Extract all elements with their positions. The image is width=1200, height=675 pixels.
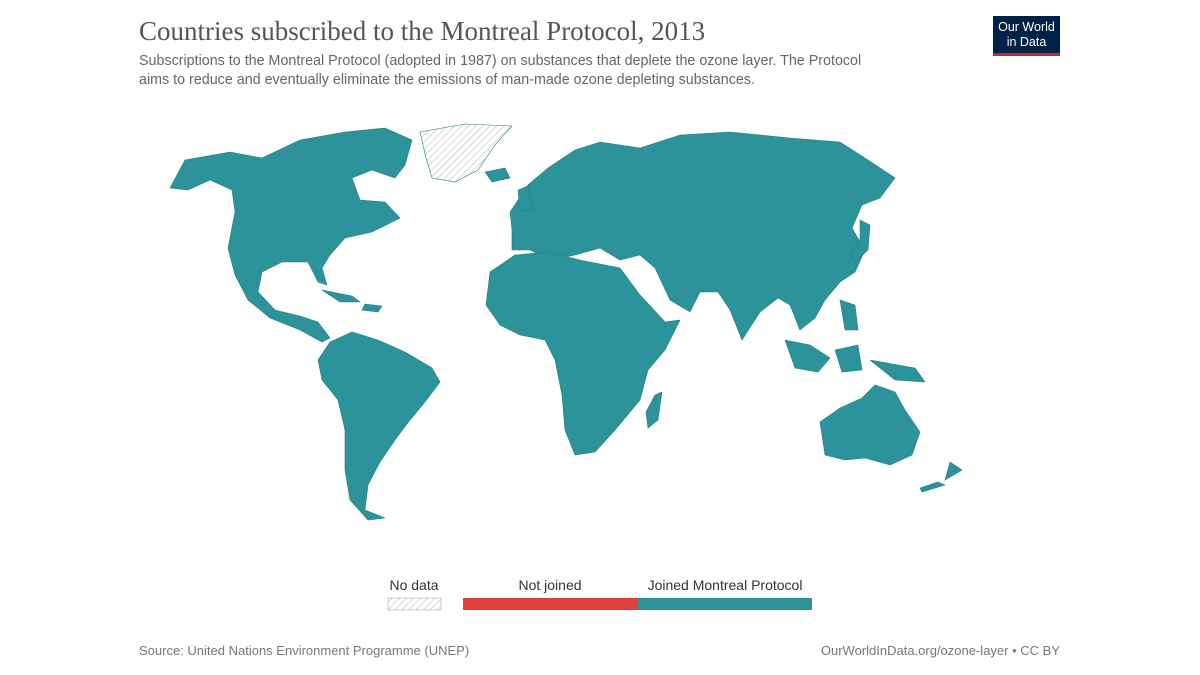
south-america (317, 331, 441, 521)
greenland (419, 123, 513, 183)
legend-label: Joined Montreal Protocol (648, 577, 803, 593)
iceland (484, 167, 511, 183)
title: Countries subscribed to the Montreal Pro… (139, 16, 705, 46)
legend-swatch (637, 598, 812, 610)
new-zealand (919, 461, 963, 493)
eurasia (509, 131, 896, 341)
legend-label: Not joined (518, 577, 581, 593)
logo-box (993, 16, 1060, 53)
source: Source: United Nations Environment Progr… (139, 643, 469, 658)
legend-label: No data (389, 577, 438, 593)
australia (819, 384, 921, 466)
world-map (169, 123, 963, 521)
subtitle: Subscriptions to the Montreal Protocol (… (139, 53, 861, 69)
subtitle: aims to reduce and eventually eliminate … (139, 72, 755, 88)
logo-underline (993, 53, 1060, 56)
southeast-asia (784, 299, 926, 383)
legend-swatch (463, 598, 637, 610)
japan (849, 219, 871, 263)
legend-swatch (387, 597, 442, 611)
url-license: OurWorldInData.org/ozone-layer • CC BY (821, 643, 1060, 658)
madagascar (645, 391, 663, 429)
logo-text: Our World (998, 20, 1055, 34)
north-america (169, 127, 413, 343)
caribbean (321, 289, 383, 313)
britain (517, 185, 533, 213)
africa (485, 251, 681, 456)
logo-text: in Data (1007, 35, 1047, 49)
